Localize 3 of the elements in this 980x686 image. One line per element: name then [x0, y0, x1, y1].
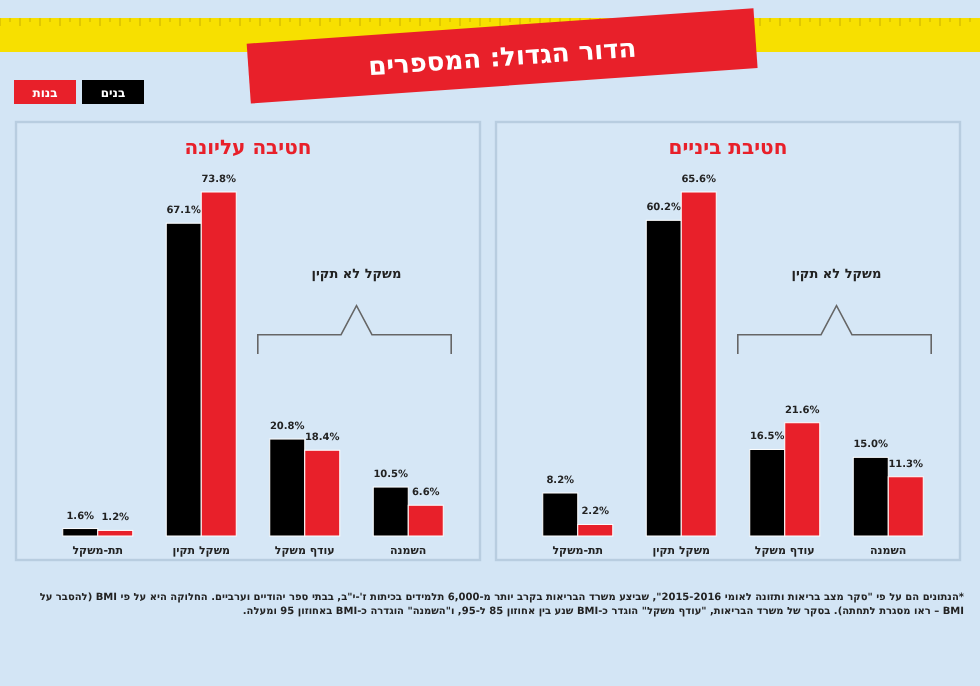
- chart-title: חטיבה עליונה: [184, 138, 312, 160]
- chart-title: חטיבת ביניים: [668, 138, 788, 160]
- text: הדור הגדול: המספרים: [367, 34, 638, 84]
